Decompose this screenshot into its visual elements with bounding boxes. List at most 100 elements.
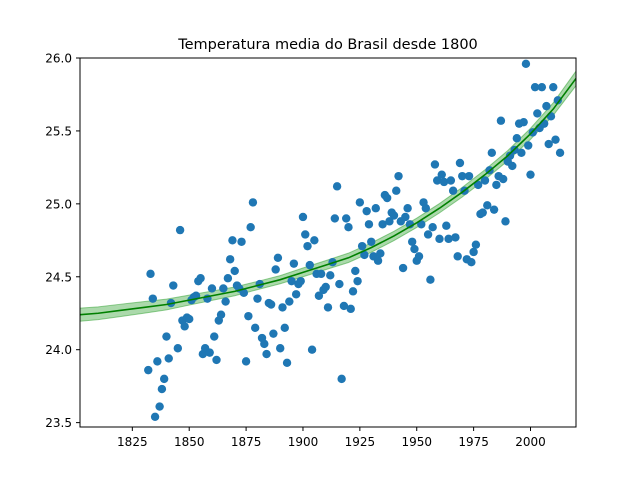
data-point [296, 276, 305, 286]
data-point [533, 109, 542, 118]
data-point [219, 284, 228, 293]
data-point [492, 180, 501, 190]
data-point [458, 171, 467, 181]
data-point [144, 365, 153, 375]
data-point [357, 241, 367, 251]
data-point [216, 310, 226, 319]
data-point [346, 304, 355, 314]
data-point [410, 244, 419, 254]
data-point [546, 112, 556, 121]
data-point [330, 214, 340, 223]
data-point [421, 204, 431, 213]
data-point [437, 170, 446, 179]
data-point [164, 354, 173, 363]
data-point [335, 279, 344, 289]
x-tick-label: 1850 [174, 435, 205, 449]
data-point [212, 355, 221, 365]
data-point [373, 256, 383, 265]
plot-area [79, 57, 577, 428]
data-point [439, 177, 449, 187]
confidence-band-layer [80, 70, 576, 322]
data-point [223, 274, 233, 283]
data-point [551, 135, 560, 144]
data-point [473, 180, 483, 190]
y-tick-label: 23.5 [45, 416, 72, 430]
data-point [378, 220, 387, 229]
confidence-band [80, 70, 576, 322]
data-point [362, 206, 371, 216]
data-point [539, 119, 549, 128]
data-point [342, 214, 351, 223]
data-point [544, 139, 553, 149]
x-tick-label: 1825 [117, 435, 148, 449]
data-point [344, 222, 353, 232]
data-point [435, 234, 444, 244]
data-point [448, 186, 458, 195]
data-point [314, 291, 324, 300]
data-point [305, 260, 314, 270]
data-point [310, 236, 319, 245]
data-point [332, 182, 342, 191]
x-tick-label: 1950 [401, 435, 432, 449]
data-point [442, 221, 451, 230]
data-point [403, 204, 412, 213]
data-point [273, 253, 283, 263]
data-point [464, 171, 474, 181]
data-point [230, 266, 239, 276]
data-point [150, 412, 160, 421]
data-point [398, 263, 408, 273]
data-point [289, 259, 299, 268]
data-point [225, 255, 235, 264]
data-point [355, 198, 365, 207]
data-point [205, 348, 214, 357]
data-point [180, 322, 189, 331]
data-point [248, 198, 258, 207]
data-point [433, 176, 442, 185]
data-point [542, 101, 551, 111]
data-point [521, 59, 531, 69]
y-tick-label: 24.5 [45, 270, 72, 284]
data-point [153, 357, 162, 366]
data-point [360, 250, 369, 260]
data-point [382, 193, 392, 203]
data-point [291, 290, 301, 299]
data-point [423, 230, 433, 239]
data-point [451, 233, 460, 242]
data-point [524, 141, 533, 150]
data-point [487, 148, 497, 157]
data-point [253, 294, 262, 303]
data-point [210, 332, 219, 341]
data-point [185, 314, 194, 324]
data-point [471, 240, 481, 249]
data-point [353, 276, 362, 286]
data-point [173, 344, 183, 353]
data-point [159, 374, 169, 384]
chart-title: Temperatura media do Brasil desde 1800 [177, 37, 478, 53]
data-point [250, 323, 260, 333]
data-point [446, 176, 456, 185]
data-point [371, 204, 380, 213]
data-point [414, 252, 424, 261]
data-point [508, 161, 517, 171]
data-point [146, 269, 155, 279]
data-point [467, 257, 476, 267]
x-axis: 1825 1850 1875 1900 1925 1950 1975 2000 [117, 427, 546, 449]
data-point [239, 288, 249, 298]
data-point [496, 116, 506, 125]
data-point [480, 176, 490, 185]
y-axis: 23.5 24.0 24.5 25.0 25.5 26.0 [45, 52, 80, 430]
data-point [221, 297, 230, 306]
data-point [517, 148, 526, 157]
x-tick-label: 1925 [345, 435, 376, 449]
data-point [407, 237, 417, 246]
data-point [453, 252, 462, 261]
data-point [489, 205, 499, 214]
data-point [505, 151, 515, 160]
data-point [228, 236, 237, 245]
data-point [385, 217, 394, 226]
data-point [519, 117, 528, 127]
data-point [389, 211, 399, 220]
scatter-points-layer [144, 59, 565, 421]
